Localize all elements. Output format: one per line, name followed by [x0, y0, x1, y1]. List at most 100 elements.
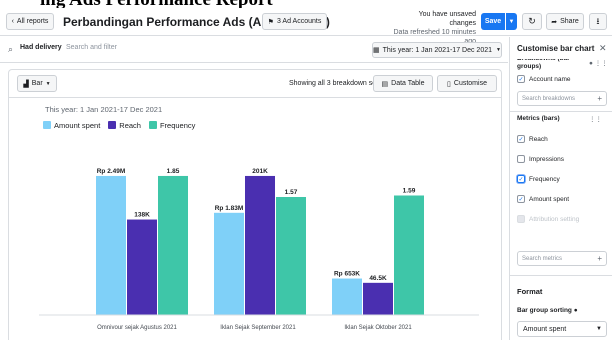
bar-reach[interactable] — [245, 175, 275, 315]
chevron-left-icon: ‹ — [11, 18, 14, 25]
checkbox[interactable]: ✓ — [517, 175, 525, 183]
metrics-icons: ⋮⋮ — [589, 115, 602, 123]
panel-title: Customise bar chart — [517, 44, 595, 53]
checkbox[interactable] — [517, 215, 525, 223]
bar-chart: Rp 2.49M Rp 1.83M Rp 653K 138K 201K 46.5K 1.85… — [39, 168, 479, 331]
metric-attribution-setting[interactable]: Attribution setting — [517, 215, 579, 223]
bar-reach[interactable] — [127, 219, 157, 315]
save-button[interactable]: Save — [481, 13, 505, 30]
metric-label: Amount spent — [529, 195, 570, 203]
bar-frequency[interactable] — [276, 196, 306, 315]
sorting-label: Bar group sorting ● — [517, 307, 578, 315]
chart-type-select[interactable]: ▟ Bar ▼ — [17, 75, 57, 92]
all-reports-button[interactable]: ‹ All reports — [6, 13, 54, 30]
data-table-label: Data Table — [391, 80, 425, 87]
bar-amount-spent[interactable] — [96, 175, 126, 315]
drag-handle-icon[interactable]: ⋮⋮ — [594, 60, 608, 67]
data-table-button[interactable]: ▤ Data Table — [373, 75, 433, 92]
customise-icon: ▯ — [447, 80, 451, 88]
bar-value-label: 1.85 — [167, 168, 180, 175]
metric-label: Attribution setting — [529, 215, 580, 223]
segments-text: Showing all 3 breakdown segments — [289, 80, 400, 87]
checkbox[interactable] — [517, 155, 525, 163]
metric-reach[interactable]: ✓ Reach — [517, 135, 548, 143]
search-icon: ⌕ — [8, 44, 14, 54]
date-range-label: This year: 1 Jan 2021-17 Dec 2021 — [382, 46, 493, 54]
metric-amount-spent[interactable]: ✓ Amount spent — [517, 195, 569, 203]
legend-swatch — [148, 121, 157, 129]
breakdown-account-name[interactable]: ✓ Account name — [517, 75, 571, 83]
category-label: Omnivour sejak Agustus 2021 — [97, 325, 177, 331]
customise-panel: Customise bar chart ✕ Breakdowns (bar gr… — [509, 37, 612, 340]
metric-frequency[interactable]: ✓ Frequency — [517, 175, 560, 183]
legend-item-reach[interactable]: Reach — [108, 121, 141, 130]
chart-subtitle: This year: 1 Jan 2021-17 Dec 2021 — [45, 105, 163, 114]
bar-value-label: Rp 653K — [334, 271, 360, 278]
bar-value-label: 46.5K — [369, 275, 387, 282]
chevron-down-icon: ▼ — [45, 80, 51, 87]
save-dropdown-button[interactable]: ▼ — [506, 13, 517, 30]
ad-accounts-icon: ⚑ — [267, 18, 274, 26]
bar-chart-icon: ▟ — [23, 80, 29, 88]
add-icon[interactable]: + — [597, 254, 602, 263]
legend-swatch — [108, 121, 117, 129]
ad-accounts-label: 3 Ad Accounts — [276, 18, 322, 25]
top-bar: ‹ All reports Perbandingan Performance A… — [0, 8, 612, 45]
bar-frequency[interactable] — [158, 175, 188, 315]
category-label: Iklan Sejak September 2021 — [220, 325, 296, 331]
filter-bar: ⌕ Had delivery Search and filter ▦ This … — [0, 37, 508, 63]
refresh-button[interactable]: ↻ — [522, 13, 542, 30]
divider — [510, 275, 612, 276]
chart-toolbar: ▟ Bar ▼ Showing all 3 breakdown segments… — [9, 70, 501, 98]
divider — [510, 111, 612, 112]
share-icon: ➦ — [551, 18, 558, 26]
bar-value-label: 1.57 — [285, 189, 298, 196]
unsaved-status: You have unsaved changes Data refreshed … — [392, 10, 477, 46]
legend-item-frequency[interactable]: Frequency — [148, 121, 196, 130]
all-reports-label: All reports — [16, 18, 49, 25]
download-icon: ⭳ — [596, 15, 600, 26]
bar-reach[interactable] — [363, 282, 393, 315]
search-breakdowns-input[interactable]: Search breakdowns + — [517, 91, 607, 106]
breakdowns-icons: ● ⋮⋮ — [589, 59, 608, 67]
caption-strip: ing Ads Performance Report — [0, 0, 612, 8]
customise-button[interactable]: ▯ Customise — [437, 75, 497, 92]
share-label: Share — [560, 18, 579, 25]
bar-amount-spent[interactable] — [214, 212, 244, 315]
date-range-button[interactable]: ▦ This year: 1 Jan 2021-17 Dec 2021 ▼ — [372, 42, 502, 58]
share-button[interactable]: ➦ Share — [546, 13, 584, 30]
chevron-down-icon: ▼ — [596, 326, 602, 332]
format-label: Format — [517, 287, 543, 296]
checkbox[interactable]: ✓ — [517, 75, 525, 83]
refresh-status: Data refreshed 10 minutes ago — [393, 29, 477, 45]
bar-value-label: Rp 2.49M — [97, 168, 126, 175]
close-icon[interactable]: ✕ — [599, 43, 607, 53]
drag-handle-icon[interactable]: ⋮⋮ — [589, 116, 602, 123]
search-filter-input[interactable]: Search and filter — [66, 44, 117, 51]
unsaved-text: You have unsaved changes — [418, 11, 476, 27]
download-button[interactable]: ⭳ — [589, 13, 607, 30]
calendar-icon: ▦ — [373, 47, 380, 54]
bar-frequency[interactable] — [394, 195, 424, 315]
search-metrics-placeholder: Search metrics — [522, 255, 563, 262]
table-icon: ▤ — [381, 80, 389, 88]
chart-type-label: Bar — [31, 80, 43, 87]
bar-value-label: 1.59 — [403, 187, 416, 194]
checkbox[interactable]: ✓ — [517, 135, 525, 143]
add-icon[interactable]: + — [597, 94, 602, 103]
breakdown-label: Account name — [529, 75, 571, 83]
legend-label: Frequency — [159, 121, 196, 130]
filter-chip[interactable]: Had delivery — [20, 44, 62, 51]
metrics-label: Metrics (bars) — [517, 115, 560, 122]
legend-swatch — [43, 121, 51, 129]
metric-label: Frequency — [529, 175, 560, 183]
ad-accounts-button[interactable]: ⚑ 3 Ad Accounts — [262, 13, 327, 30]
checkbox[interactable]: ✓ — [517, 195, 525, 203]
legend-item-amount-spent[interactable]: Amount spent — [43, 121, 100, 130]
sorting-select[interactable]: Amount spent ▼ — [517, 321, 607, 337]
metric-impressions[interactable]: Impressions — [517, 155, 564, 163]
panel-body: Breakdowns (bar groups) ● ⋮⋮ ✓ Account n… — [510, 59, 612, 340]
search-metrics-input[interactable]: Search metrics + — [517, 251, 607, 266]
bar-amount-spent[interactable] — [332, 278, 362, 315]
search-breakdowns-placeholder: Search breakdowns — [522, 95, 576, 102]
